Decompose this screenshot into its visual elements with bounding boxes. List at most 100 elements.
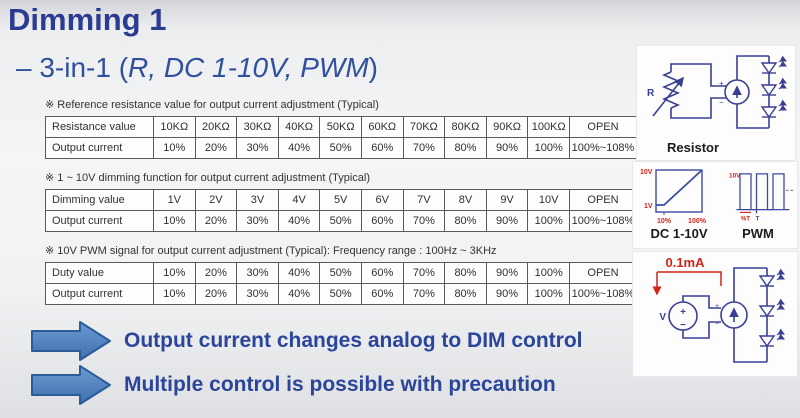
table-row: Output current 10% 20% 30% 40% 50% 60% 70% 80% 90… xyxy=(45,137,637,159)
led-symbols xyxy=(760,55,787,119)
analog-dim-circuit-diagram: 0.1mA xyxy=(652,255,785,363)
table-cell: 100%~108% xyxy=(569,137,637,159)
source-minus-mark: − xyxy=(680,320,686,331)
table-cell: 50% xyxy=(319,262,362,284)
tables-section: ※ Reference resistance value for output … xyxy=(45,98,637,317)
table-cell: 100% xyxy=(527,210,570,232)
table-cell: 10% xyxy=(153,137,196,159)
row-label: Output current xyxy=(45,210,154,232)
table-cell: 10% xyxy=(153,283,196,305)
table-cell: 80% xyxy=(444,262,487,284)
table-cell: 10KΩ xyxy=(153,116,196,138)
resistor-r-label: R xyxy=(647,88,655,99)
source-plus-mark: + xyxy=(680,307,686,318)
table-cell: 50% xyxy=(319,137,362,159)
table-cell: 70% xyxy=(402,262,446,284)
table-cell: 60% xyxy=(360,283,404,305)
right-arrow-icon xyxy=(31,365,111,405)
table-cell: 90% xyxy=(485,283,529,305)
row-label: Resistance value xyxy=(45,116,154,138)
table-cell: 90KΩ xyxy=(485,116,529,138)
dc-y-min-label: 1V xyxy=(644,203,653,210)
table-cell: 60KΩ xyxy=(360,116,404,138)
table-cell: 100% xyxy=(527,283,570,305)
table-cell: 70% xyxy=(402,283,446,305)
table-cell: 5V xyxy=(319,189,362,211)
dc-pwm-diagram-panel: 10V 1V 10% 100% 10V %T T DC 1-10V PWM xyxy=(633,162,797,248)
table-cell: 10V xyxy=(527,189,570,211)
variable-arrow xyxy=(652,76,684,117)
table-cell: 70% xyxy=(402,210,446,232)
bullet-1: Output current changes analog to DIM con… xyxy=(30,320,583,362)
resistor-diagram-panel: R + − Resistor xyxy=(637,46,795,160)
subtitle-prefix: – 3-in-1 ( xyxy=(16,52,129,83)
table-cell: 6V xyxy=(360,189,404,211)
table-cell: 2V xyxy=(194,189,238,211)
light-emission-arrows xyxy=(778,55,787,112)
bullet-2-text: Multiple control is possible with precau… xyxy=(124,373,556,396)
table-cell: 3V xyxy=(236,189,279,211)
table-cell: 9V xyxy=(485,189,529,211)
analog-circuit-panel: 0.1mA xyxy=(633,252,797,376)
resistor-diagram-label: Resistor xyxy=(667,140,720,155)
pwm-duty-label: %T xyxy=(741,217,750,223)
resistance-table-block: ※ Reference resistance value for output … xyxy=(45,98,637,159)
row-label: Dimming value xyxy=(45,189,154,211)
led-symbols xyxy=(758,268,785,348)
resistance-table: Resistance value 10KΩ 20KΩ 30KΩ 40KΩ 50KΩ 60KΩ… xyxy=(45,116,637,159)
pwm-graph-label: PWM xyxy=(742,226,774,241)
table-cell: 80% xyxy=(444,137,487,159)
row-label: Duty value xyxy=(45,262,154,284)
table-cell: OPEN xyxy=(569,116,637,138)
table-cell: OPEN xyxy=(569,262,637,284)
voltage-source-label: V xyxy=(659,312,666,323)
variable-resistor-symbol xyxy=(661,71,681,109)
table-cell: 50KΩ xyxy=(319,116,362,138)
table-row: Output current 10% 20% 30% 40% 50% 60% 70% 80% 90… xyxy=(45,283,637,305)
table-cell: 20% xyxy=(194,210,238,232)
table-row: Resistance value 10KΩ 20KΩ 30KΩ 40KΩ 50KΩ 60KΩ… xyxy=(45,116,637,138)
table-cell: 100% xyxy=(527,262,570,284)
subtitle-suffix: ) xyxy=(368,52,378,83)
dc-x-min-label: 10% xyxy=(657,218,672,225)
pwm-waveform-graph: 10V %T T xyxy=(729,173,794,223)
table-cell: 90% xyxy=(485,137,529,159)
dimming-curve xyxy=(656,169,703,206)
light-emission-arrows xyxy=(776,268,785,341)
pwm-duty-table-block: ※ 10V PWM signal for output current adju… xyxy=(45,244,637,305)
row-label: Output current xyxy=(45,137,154,159)
table-cell: 40KΩ xyxy=(277,116,321,138)
table-cell: 20% xyxy=(194,137,238,159)
subtitle: – 3-in-1 (R, DC 1-10V, PWM) xyxy=(16,52,378,84)
table-row: Duty value 10% 20% 30% 40% 50% 60% 70% 80% 90% 100… xyxy=(45,262,637,284)
table-cell: 40% xyxy=(277,137,321,159)
table-cell: 10% xyxy=(153,210,196,232)
table-cell: 30% xyxy=(236,262,279,284)
dc-x-max-label: 100% xyxy=(688,218,707,225)
dimming-voltage-table: Dimming value 1V 2V 3V 4V 5V 6V 7V 8V 9V 10V OPEN Ou… xyxy=(45,189,637,232)
table-cell: 100%~108% xyxy=(569,283,637,305)
table-cell: 30% xyxy=(236,137,279,159)
current-flow-arrow xyxy=(652,271,722,296)
bullet-2: Multiple control is possible with precau… xyxy=(30,364,556,406)
minus-mark: − xyxy=(715,321,719,328)
table-cell: 40% xyxy=(277,283,321,305)
table-cell: 20% xyxy=(194,262,238,284)
pwm-pulses xyxy=(739,173,785,211)
table-cell: 90% xyxy=(485,210,529,232)
table-cell: 1V xyxy=(153,189,196,211)
table-cell: 40% xyxy=(277,210,321,232)
plus-mark: + xyxy=(715,303,719,310)
table-cell: 60% xyxy=(360,210,404,232)
table-cell: OPEN xyxy=(569,189,637,211)
table-cell: 30KΩ xyxy=(236,116,279,138)
table-cell: 100KΩ xyxy=(527,116,570,138)
table-cell: 80% xyxy=(444,210,487,232)
dc-graph-label: DC 1-10V xyxy=(650,226,708,241)
table-cell: 50% xyxy=(319,283,362,305)
table-cell: 70% xyxy=(402,137,446,159)
right-arrow-icon xyxy=(31,321,111,361)
row-label: Output current xyxy=(45,283,154,305)
pwm-y-max-label: 10V xyxy=(729,173,741,180)
